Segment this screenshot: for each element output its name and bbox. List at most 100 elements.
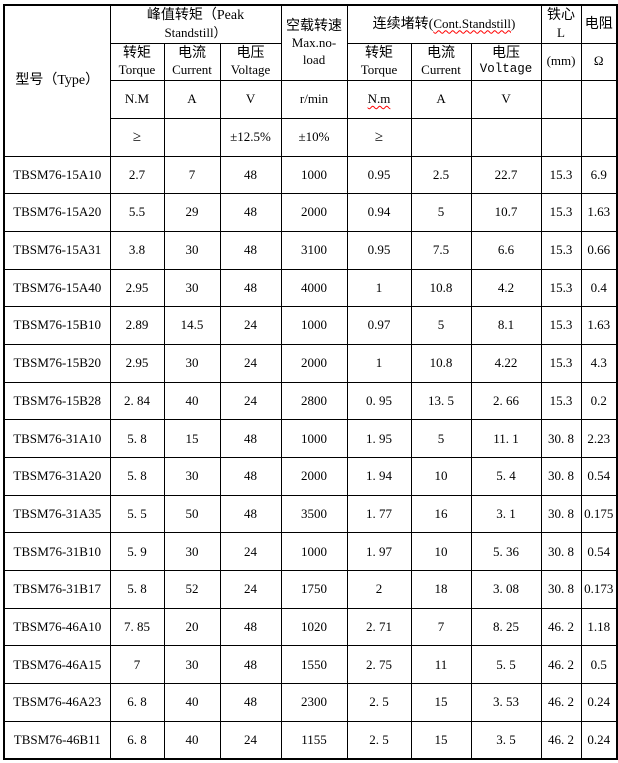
value-cell: 22.7 [470, 155, 542, 195]
value-cell: 3. 5 [470, 720, 542, 760]
value-cell: 15 [163, 419, 221, 458]
spec-core-empty [540, 117, 582, 157]
col-header-cont-torque: 转矩 Torque [346, 42, 412, 81]
col-header-peak-current: 电流 Current [163, 42, 221, 81]
value-cell: 10.7 [470, 193, 542, 232]
value-cell: 30 [163, 268, 221, 308]
value-cell: 2.95 [109, 343, 165, 383]
cont-current-zh: 电流 [427, 45, 456, 61]
table-row: TBSM76-46A10 7. 85 20 48 1020 2. 71 7 8. 25 46. … [3, 607, 618, 647]
header-row-subcolumns: 转矩 Torque 电流 Current 电压 Voltage 转矩 Torqu… [4, 42, 618, 81]
value-cell: 48 [219, 683, 282, 722]
value-cell: 24 [219, 381, 282, 421]
value-cell: 2. 75 [346, 645, 412, 685]
value-cell: 2. 5 [346, 683, 412, 722]
table-row: TBSM76-31A20 5. 8 30 48 2000 1. 94 10 5. 4 30. 8… [3, 457, 618, 496]
value-cell: 46. 2 [540, 645, 582, 685]
value-cell: 24 [219, 570, 282, 609]
value-cell: 48 [219, 155, 282, 195]
table-row: TBSM76-31A10 5. 8 15 48 1000 1. 95 5 11. 1 30. 8… [3, 419, 618, 458]
value-cell: 6.9 [580, 155, 618, 195]
col-header-resistance: 电阻 [580, 4, 618, 44]
value-cell: 48 [219, 268, 282, 308]
value-cell: 15.3 [540, 230, 582, 270]
value-cell: 6. 8 [109, 720, 165, 760]
value-cell: 2. 5 [346, 720, 412, 760]
peak-voltage-zh: 电压 [236, 45, 265, 61]
value-cell: 30. 8 [540, 570, 582, 609]
value-cell: 2.7 [109, 155, 165, 195]
table-row: TBSM76-15A31 3.8 30 48 3100 0.95 7.5 6.6 15.3 0.6… [3, 230, 618, 270]
unit-cont-voltage: V [470, 79, 542, 119]
unit-cont-torque: N.m [346, 79, 412, 119]
cont-torque-unit-text: N.m [367, 90, 391, 106]
col-header-type: 型号（Type） [3, 4, 111, 157]
value-cell: 2000 [280, 457, 348, 496]
value-cell: 15 [410, 720, 472, 760]
col-header-noload: 空载转速 Max.no- load [280, 4, 348, 81]
value-cell: 1000 [280, 155, 348, 195]
peak-torque-en: Torque [118, 62, 156, 78]
unit-core-empty [540, 79, 582, 119]
value-cell: 1.63 [580, 306, 618, 345]
header-row-tolerances: ≥ ±12.5% ±10% ≥ [4, 117, 618, 157]
value-cell: 1. 77 [346, 494, 412, 534]
value-cell: 5. 5 [109, 494, 165, 534]
resistance-unit-cell: Ω [580, 42, 618, 81]
col-header-peak-voltage: 电压 Voltage [219, 42, 282, 81]
header-row-units: N.M A V r/min N.m A V [4, 79, 618, 119]
col-header-cont-current: 电流 Current [410, 42, 472, 81]
core-unit-cell: (mm) [540, 42, 582, 81]
value-cell: 46. 2 [540, 720, 582, 760]
model-cell: TBSM76-15B10 [3, 306, 111, 345]
value-cell: 5. 5 [470, 645, 542, 685]
value-cell: 40 [163, 683, 221, 722]
value-cell: 1. 95 [346, 419, 412, 458]
model-cell: TBSM76-46A23 [3, 683, 111, 722]
value-cell: 5 [410, 193, 472, 232]
value-cell: 7 [163, 155, 221, 195]
core-label-letter: L [557, 24, 565, 40]
value-cell: 13. 5 [410, 381, 472, 421]
noload-label-en1: Max.no- [291, 35, 337, 51]
value-cell: 8. 25 [470, 607, 542, 647]
spec-noload-tol: ±10% [280, 117, 348, 157]
cont-voltage-zh: 电压 [492, 45, 521, 61]
value-cell: 10.8 [410, 343, 472, 383]
table-row: TBSM76-46A15 7 30 48 1550 2. 75 11 5. 5 46. 2 0.5 [3, 645, 618, 685]
value-cell: 1. 94 [346, 457, 412, 496]
value-cell: 4.2 [470, 268, 542, 308]
value-cell: 0.97 [346, 306, 412, 345]
spec-cont-voltage-empty [470, 117, 542, 157]
value-cell: 46. 2 [540, 607, 582, 647]
value-cell: 3100 [280, 230, 348, 270]
value-cell: 1 [346, 343, 412, 383]
value-cell: 5. 8 [109, 419, 165, 458]
peak-group-line1: 峰值转矩（Peak [146, 8, 245, 24]
value-cell: 7 [410, 607, 472, 647]
value-cell: 20 [163, 607, 221, 647]
value-cell: 7. 85 [109, 607, 165, 647]
table-row: TBSM76-31B10 5. 9 30 24 1000 1. 97 10 5. 36 30. … [3, 532, 618, 572]
value-cell: 1000 [280, 419, 348, 458]
value-cell: 50 [163, 494, 221, 534]
value-cell: 2. 66 [470, 381, 542, 421]
value-cell: 0.4 [580, 268, 618, 308]
value-cell: 0.24 [580, 720, 618, 760]
model-cell: TBSM76-31B10 [3, 532, 111, 572]
value-cell: 2.23 [580, 419, 618, 458]
value-cell: 3. 53 [470, 683, 542, 722]
value-cell: 10.8 [410, 268, 472, 308]
unit-peak-torque: N.M [109, 79, 165, 119]
peak-torque-zh: 转矩 [123, 45, 151, 61]
value-cell: 1.63 [580, 193, 618, 232]
model-cell: TBSM76-46A10 [3, 607, 111, 647]
value-cell: 8.1 [470, 306, 542, 345]
spec-resistance-empty [580, 117, 618, 157]
model-cell: TBSM76-31B17 [3, 570, 111, 609]
value-cell: 30 [163, 457, 221, 496]
value-cell: 0.66 [580, 230, 618, 270]
value-cell: 30. 8 [540, 457, 582, 496]
value-cell: 29 [163, 193, 221, 232]
